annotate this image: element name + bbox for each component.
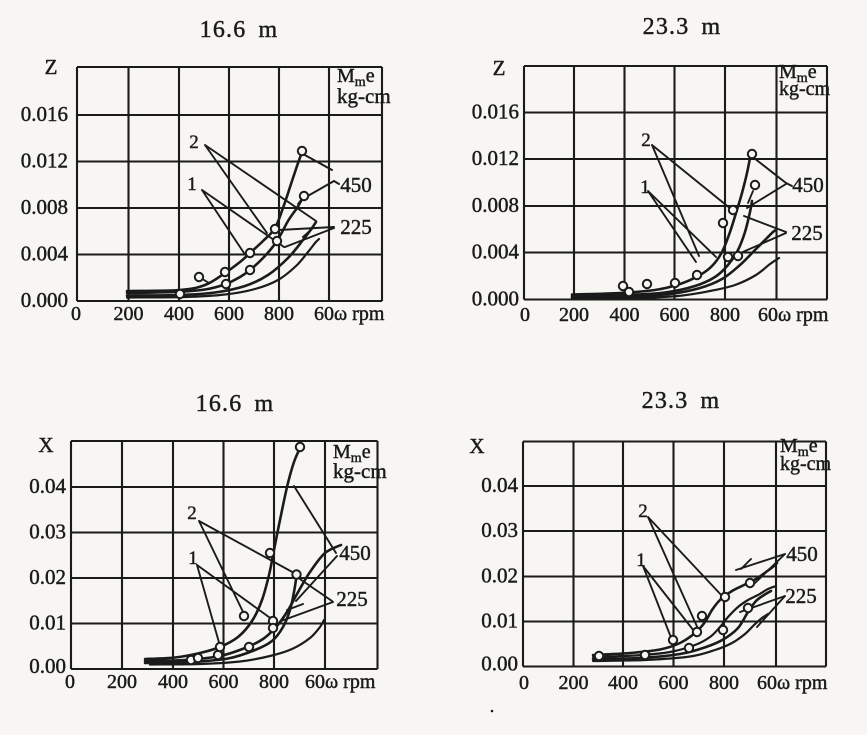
svg-text:200: 200 bbox=[107, 671, 137, 693]
svg-text:0.004: 0.004 bbox=[21, 242, 69, 266]
svg-text:60ω rpm: 60ω rpm bbox=[305, 671, 376, 693]
svg-text:0.03: 0.03 bbox=[29, 520, 66, 544]
svg-text:Z: Z bbox=[493, 56, 506, 80]
svg-text:0.04: 0.04 bbox=[29, 474, 66, 498]
svg-text:60ω rpm: 60ω rpm bbox=[757, 672, 828, 694]
svg-text:23.3 m: 23.3 m bbox=[642, 388, 721, 414]
svg-text:225: 225 bbox=[791, 221, 823, 245]
svg-text:0.016: 0.016 bbox=[472, 100, 519, 124]
svg-text:1: 1 bbox=[636, 550, 646, 571]
svg-text:800: 800 bbox=[259, 671, 289, 693]
svg-text:2: 2 bbox=[189, 132, 199, 153]
svg-text:0.008: 0.008 bbox=[21, 195, 68, 219]
svg-text:2: 2 bbox=[187, 503, 197, 524]
svg-text:400: 400 bbox=[158, 671, 188, 693]
svg-text:Z: Z bbox=[45, 55, 58, 79]
svg-text:0: 0 bbox=[520, 304, 530, 326]
svg-text:X: X bbox=[469, 434, 484, 458]
svg-text:200: 200 bbox=[559, 672, 589, 694]
svg-text:800: 800 bbox=[264, 303, 294, 325]
svg-text:X: X bbox=[38, 433, 53, 457]
svg-text:0.00: 0.00 bbox=[29, 654, 66, 678]
svg-text:225: 225 bbox=[340, 215, 372, 239]
svg-text:450: 450 bbox=[339, 541, 371, 565]
svg-text:0.004: 0.004 bbox=[472, 240, 520, 264]
svg-text:600: 600 bbox=[214, 303, 244, 325]
svg-text:400: 400 bbox=[608, 672, 638, 694]
svg-text:16.6 m: 16.6 m bbox=[200, 17, 279, 43]
svg-text:60ω rpm: 60ω rpm bbox=[758, 304, 829, 326]
svg-text:1: 1 bbox=[640, 177, 650, 198]
svg-text:1: 1 bbox=[187, 174, 197, 195]
svg-text:0.000: 0.000 bbox=[21, 288, 68, 312]
svg-text:225: 225 bbox=[336, 587, 368, 611]
svg-text:0.012: 0.012 bbox=[21, 149, 68, 173]
svg-text:0.00: 0.00 bbox=[481, 652, 518, 676]
svg-text:0.01: 0.01 bbox=[481, 609, 518, 633]
svg-text:450: 450 bbox=[792, 173, 824, 197]
svg-text:600: 600 bbox=[660, 304, 690, 326]
svg-text:600: 600 bbox=[659, 672, 689, 694]
svg-text:kg-cm: kg-cm bbox=[779, 78, 831, 100]
svg-text:16.6 m: 16.6 m bbox=[196, 391, 275, 417]
svg-text:200: 200 bbox=[559, 304, 589, 326]
svg-text:800: 800 bbox=[709, 672, 739, 694]
svg-text:0.000: 0.000 bbox=[472, 287, 519, 311]
svg-text:800: 800 bbox=[710, 304, 740, 326]
svg-text:1: 1 bbox=[188, 548, 198, 569]
svg-text:0: 0 bbox=[65, 671, 75, 693]
svg-text:0.03: 0.03 bbox=[481, 518, 518, 542]
svg-text:0.016: 0.016 bbox=[21, 102, 68, 126]
svg-text:450: 450 bbox=[340, 173, 372, 197]
svg-text:23.3 m: 23.3 m bbox=[643, 14, 722, 40]
svg-text:0.012: 0.012 bbox=[472, 146, 519, 170]
svg-text:0: 0 bbox=[519, 672, 529, 694]
svg-text:600: 600 bbox=[209, 671, 239, 693]
svg-text:400: 400 bbox=[164, 303, 194, 325]
svg-text:2: 2 bbox=[638, 501, 648, 522]
svg-text:0.008: 0.008 bbox=[472, 193, 519, 217]
svg-text:60ω rpm: 60ω rpm bbox=[314, 303, 385, 325]
svg-text:2: 2 bbox=[641, 130, 651, 151]
svg-text:0.02: 0.02 bbox=[481, 564, 518, 588]
svg-text:0.04: 0.04 bbox=[481, 473, 518, 497]
svg-text:kg-cm: kg-cm bbox=[333, 459, 387, 483]
svg-text:0.01: 0.01 bbox=[29, 611, 66, 635]
svg-text:400: 400 bbox=[610, 304, 640, 326]
svg-text:450: 450 bbox=[786, 542, 818, 566]
svg-text:225: 225 bbox=[785, 584, 817, 608]
svg-text:0: 0 bbox=[71, 303, 81, 325]
svg-text:200: 200 bbox=[114, 303, 144, 325]
svg-text:kg-cm: kg-cm bbox=[337, 84, 391, 108]
svg-text:kg-cm: kg-cm bbox=[780, 453, 832, 475]
svg-text:0.02: 0.02 bbox=[29, 565, 66, 589]
